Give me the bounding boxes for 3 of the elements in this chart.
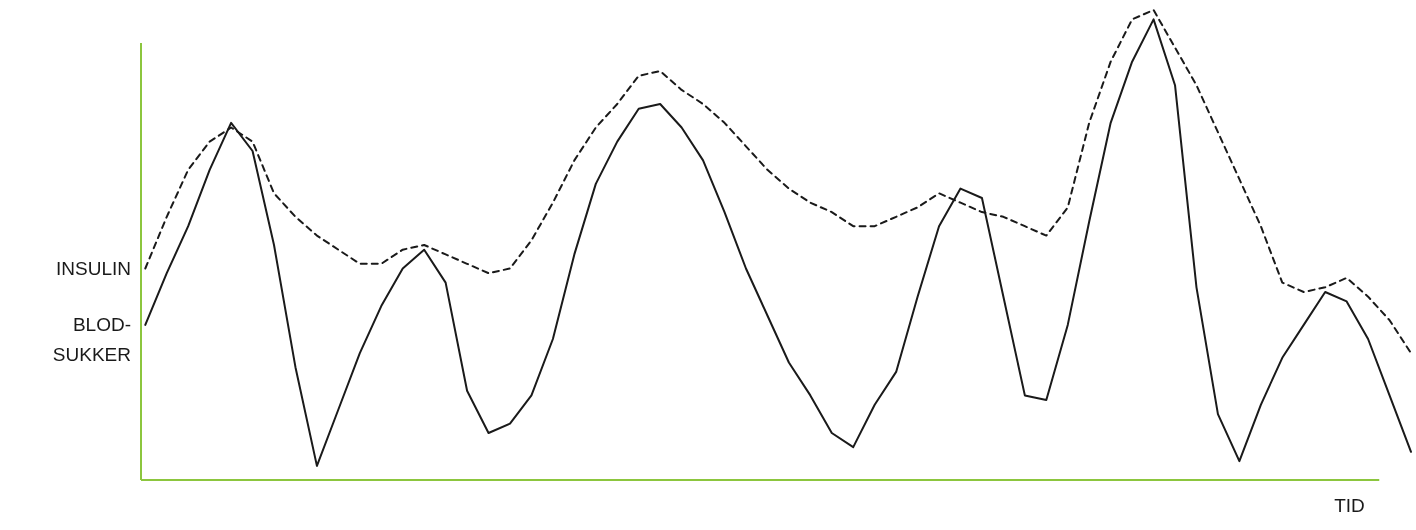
series-label: BLOD-SUKKER [52,313,131,365]
series-label: INSULIN [56,257,131,279]
x-axis-title: TID [1334,494,1365,516]
